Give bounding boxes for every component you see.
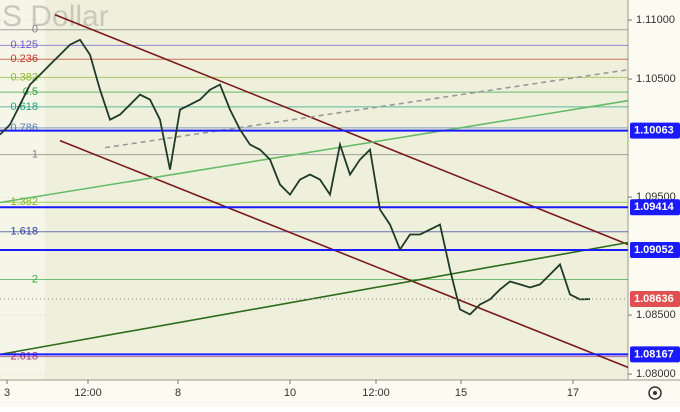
fib-label: 0.382 — [10, 71, 38, 83]
time-axis — [0, 380, 680, 407]
price-box — [630, 122, 680, 139]
last-price-label: 1.08636 — [634, 293, 674, 305]
fib-label: 1.618 — [10, 226, 38, 238]
price-label: 1.09414 — [634, 201, 675, 213]
y-tick-label: 1.08500 — [636, 309, 676, 321]
x-tick-label: 3 — [4, 387, 10, 399]
trend-line — [0, 99, 629, 204]
y-tick-label: 1.10500 — [636, 73, 676, 85]
x-tick-label: 8 — [175, 387, 181, 399]
y-tick-label: 1.11000 — [636, 14, 675, 26]
fib-label: 0.236 — [10, 53, 38, 65]
x-tick-label: 15 — [455, 387, 467, 399]
fib-label: 0 — [32, 24, 38, 36]
watermark: S Dollar — [2, 0, 109, 33]
price-box — [630, 199, 680, 216]
y-tick-label: 1.08000 — [636, 368, 676, 380]
price-label: 1.09052 — [634, 244, 674, 256]
trend-line — [54, 14, 629, 246]
price-box — [630, 346, 680, 363]
x-tick-label: 10 — [284, 387, 296, 399]
fib-label: 0.125 — [10, 39, 38, 51]
price-label: 1.08167 — [634, 348, 674, 360]
fib-label: 0.5 — [23, 86, 38, 98]
x-tick-label: 12:00 — [362, 387, 390, 399]
left-zone — [0, 0, 45, 380]
fib-label: 2 — [32, 273, 38, 285]
trend-line — [59, 139, 629, 369]
fib-label: 1 — [32, 149, 38, 161]
trend-line — [104, 68, 629, 149]
price-box — [630, 241, 680, 258]
last-price-box — [630, 291, 680, 308]
trend-line — [0, 241, 629, 356]
fib-label: 0.786 — [10, 122, 38, 134]
fib-label: 0.618 — [10, 101, 38, 113]
price-series — [0, 38, 591, 316]
settings-button[interactable] — [648, 386, 662, 400]
price-label: 1.10063 — [634, 125, 674, 137]
x-tick-label: 12:00 — [74, 387, 102, 399]
x-tick-label: 17 — [567, 387, 579, 399]
